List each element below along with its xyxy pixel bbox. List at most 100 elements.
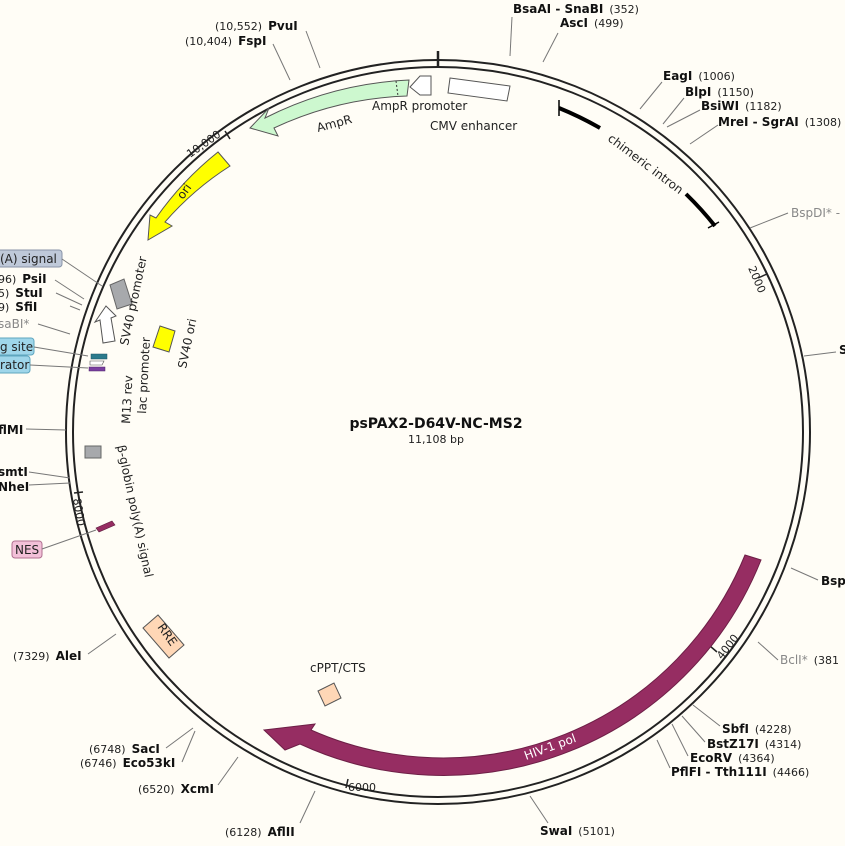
site-name: Eco53kI bbox=[123, 756, 176, 770]
ori-arrow[interactable] bbox=[147, 151, 231, 241]
site-name: BsaAI - SnaBI bbox=[513, 2, 603, 16]
site-label[interactable]: PflFI - Tth111I (4466) bbox=[671, 765, 809, 779]
backbone-inner-circle bbox=[72, 66, 804, 798]
site-label[interactable]: (6128) AflII bbox=[225, 825, 295, 839]
leader-line bbox=[54, 279, 85, 300]
leader-line bbox=[681, 715, 706, 743]
site-position: (6520) bbox=[138, 783, 175, 796]
site-label[interactable]: MreI - SgrAI (1308) bbox=[718, 115, 841, 129]
beta-globin-polya-box[interactable] bbox=[84, 445, 102, 459]
backbone-outer-circle bbox=[65, 59, 811, 805]
site-name: BspDI* - bbox=[791, 206, 840, 220]
leader-line bbox=[217, 756, 239, 786]
cppt-cts-box[interactable] bbox=[317, 682, 342, 707]
ampr-arrow[interactable] bbox=[249, 79, 410, 137]
site-name: NheI bbox=[0, 480, 29, 494]
site-label[interactable]: BlpI (1150) bbox=[685, 85, 754, 99]
leader-line bbox=[666, 109, 701, 128]
chimeric-intron-label: chimeric intron bbox=[605, 131, 686, 197]
site-name: S bbox=[839, 343, 845, 357]
site-name: AscI bbox=[560, 16, 588, 30]
site-label[interactable]: BsaAI - SnaBI (352) bbox=[513, 2, 639, 16]
site-position: (10,552) bbox=[215, 20, 262, 33]
site-label[interactable]: (7329) AleI bbox=[13, 649, 82, 663]
site-name: SacI bbox=[132, 742, 160, 756]
nes-tag[interactable] bbox=[11, 540, 43, 559]
site-label[interactable]: BstZ17I (4314) bbox=[707, 737, 801, 751]
ampr-promoter-arrow[interactable] bbox=[409, 75, 432, 96]
site-name: EagI bbox=[663, 69, 692, 83]
site-position: (381 bbox=[814, 654, 839, 667]
sv40-ori-box[interactable] bbox=[152, 325, 176, 353]
site-label[interactable]: EagI (1006) bbox=[663, 69, 735, 83]
site-label[interactable]: SwaI (5101) bbox=[540, 824, 615, 838]
rre-box[interactable] bbox=[142, 614, 185, 659]
site-label[interactable]: 5) StuI bbox=[0, 286, 43, 300]
leader-line bbox=[69, 305, 81, 311]
m13-rev-label: M13 rev bbox=[119, 375, 136, 424]
leader-line bbox=[25, 428, 67, 431]
terminator-tag[interactable] bbox=[0, 355, 31, 374]
site-name: SfiI bbox=[15, 300, 37, 314]
site-label[interactable]: 96) PsiI bbox=[0, 272, 47, 286]
terminator-box[interactable] bbox=[88, 366, 106, 372]
site-label[interactable]: (6520) XcmI bbox=[138, 782, 214, 796]
site-label[interactable]: AscI (499) bbox=[560, 16, 624, 30]
edge-tags: (A) signal g site rator NES bbox=[0, 249, 103, 559]
sv40-polya-box[interactable] bbox=[109, 278, 133, 310]
site-label[interactable]: saBI* bbox=[0, 317, 29, 331]
chimeric-intron-segment[interactable] bbox=[684, 192, 717, 228]
site-position: (1182) bbox=[745, 100, 782, 113]
site-name: FspI bbox=[238, 34, 266, 48]
site-label[interactable]: (6748) SacI bbox=[89, 742, 160, 756]
cppt-cts-label: cPPT/CTS bbox=[310, 661, 366, 675]
nes-feature[interactable] bbox=[95, 520, 116, 533]
m13-rev-arrow[interactable] bbox=[89, 360, 105, 366]
site-label[interactable]: BsiWI (1182) bbox=[701, 99, 782, 113]
sv40-ori-label: SV40 ori bbox=[175, 317, 199, 369]
leader-line bbox=[509, 16, 513, 57]
site-label[interactable]: smtI bbox=[0, 465, 28, 479]
site-label[interactable]: (6746) Eco53kI bbox=[80, 756, 175, 770]
site-name: saBI* bbox=[0, 317, 29, 331]
site-position: (4314) bbox=[765, 738, 802, 751]
site-label[interactable]: (10,552) PvuI bbox=[215, 19, 298, 33]
tick-mark bbox=[73, 491, 84, 494]
leader-line bbox=[671, 723, 689, 757]
binding-site-box[interactable] bbox=[90, 353, 108, 360]
binding-site-tag[interactable] bbox=[0, 337, 35, 356]
plasmid-title: psPAX2-D64V-NC-MS2 bbox=[349, 416, 522, 432]
site-label[interactable]: 9) SfiI bbox=[0, 300, 37, 314]
cmv-enhancer-box[interactable] bbox=[447, 77, 511, 102]
leader-line bbox=[749, 212, 789, 229]
site-label[interactable]: NheI bbox=[0, 480, 29, 494]
leader-line bbox=[689, 124, 719, 145]
site-position: (10,404) bbox=[185, 35, 232, 48]
site-label[interactable]: (10,404) FspI bbox=[185, 34, 266, 48]
leader-line bbox=[692, 704, 721, 727]
site-label[interactable]: S bbox=[839, 343, 845, 357]
tick-mark bbox=[757, 273, 768, 279]
site-position: 5) bbox=[0, 287, 9, 300]
leader-line bbox=[37, 323, 71, 335]
site-position: (1150) bbox=[717, 86, 754, 99]
site-position: 9) bbox=[0, 301, 9, 314]
leader-line bbox=[55, 292, 83, 306]
site-position: (499) bbox=[594, 17, 624, 30]
site-label[interactable]: EcoRV (4364) bbox=[690, 751, 775, 765]
site-label[interactable]: BspDI* - bbox=[791, 206, 840, 220]
polya-signal-tag[interactable] bbox=[0, 249, 63, 268]
site-position: (5101) bbox=[578, 825, 615, 838]
leader-line bbox=[305, 30, 321, 69]
leader-line bbox=[165, 727, 194, 749]
site-label[interactable]: BclI* (381 bbox=[780, 653, 839, 667]
leader-line bbox=[41, 529, 97, 550]
sv40-promoter-arrow[interactable] bbox=[93, 305, 117, 344]
site-label[interactable]: Bsp bbox=[821, 574, 845, 588]
site-label[interactable]: flMI bbox=[0, 423, 23, 437]
hiv1-pol-arrow[interactable] bbox=[262, 554, 762, 776]
chimeric-intron-segment[interactable] bbox=[558, 106, 601, 130]
site-name: Bsp bbox=[821, 574, 845, 588]
site-label[interactable]: SbfI (4228) bbox=[722, 722, 792, 736]
